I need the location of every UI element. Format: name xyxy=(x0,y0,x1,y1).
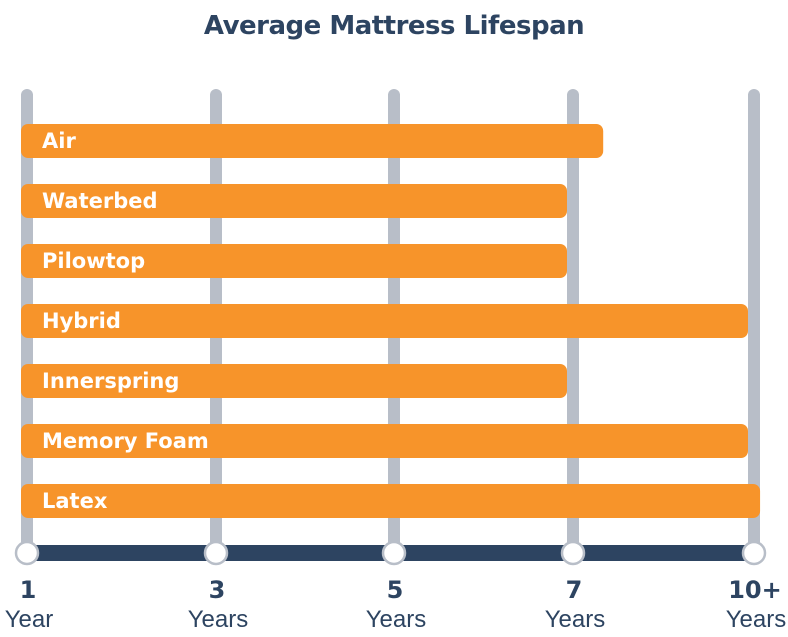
bar-label: Air xyxy=(42,129,76,153)
tick-label-number: 5 xyxy=(387,576,404,604)
tick-label-unit: Year xyxy=(5,606,54,633)
tick-label-unit: Years xyxy=(188,606,249,633)
bar-waterbed xyxy=(21,184,567,218)
tick-marker xyxy=(14,540,40,566)
bars: Air Waterbed Pilowtop Hybrid Innerspring Memo… xyxy=(21,124,761,518)
tick-marker xyxy=(381,540,407,566)
tick-label-unit: Years xyxy=(545,606,606,633)
bar-air xyxy=(21,124,604,158)
tick-label-unit: Years xyxy=(366,606,427,633)
tick-label-unit: Years xyxy=(726,606,787,633)
bar-memory-foam xyxy=(21,424,748,458)
tick-marker xyxy=(741,540,767,566)
tick-label-number: 3 xyxy=(209,576,226,604)
tick-label-number: 1 xyxy=(20,576,37,604)
bar-latex xyxy=(21,484,761,518)
tick-label-number: 10+ xyxy=(728,576,782,604)
chart-title: Average Mattress Lifespan xyxy=(204,11,584,41)
bar-hybrid xyxy=(21,304,748,338)
bar-label: Memory Foam xyxy=(42,429,209,453)
bar-label: Innerspring xyxy=(42,369,179,393)
bar-label: Latex xyxy=(42,489,108,513)
bar-label: Waterbed xyxy=(42,189,158,213)
tick-label-number: 7 xyxy=(566,576,583,604)
tick-marker xyxy=(560,540,586,566)
bar-pilowtop xyxy=(21,244,567,278)
bar-innerspring xyxy=(21,364,567,398)
bar-label: Pilowtop xyxy=(42,249,145,273)
tick-marker xyxy=(203,540,229,566)
bar-label: Hybrid xyxy=(42,309,121,333)
